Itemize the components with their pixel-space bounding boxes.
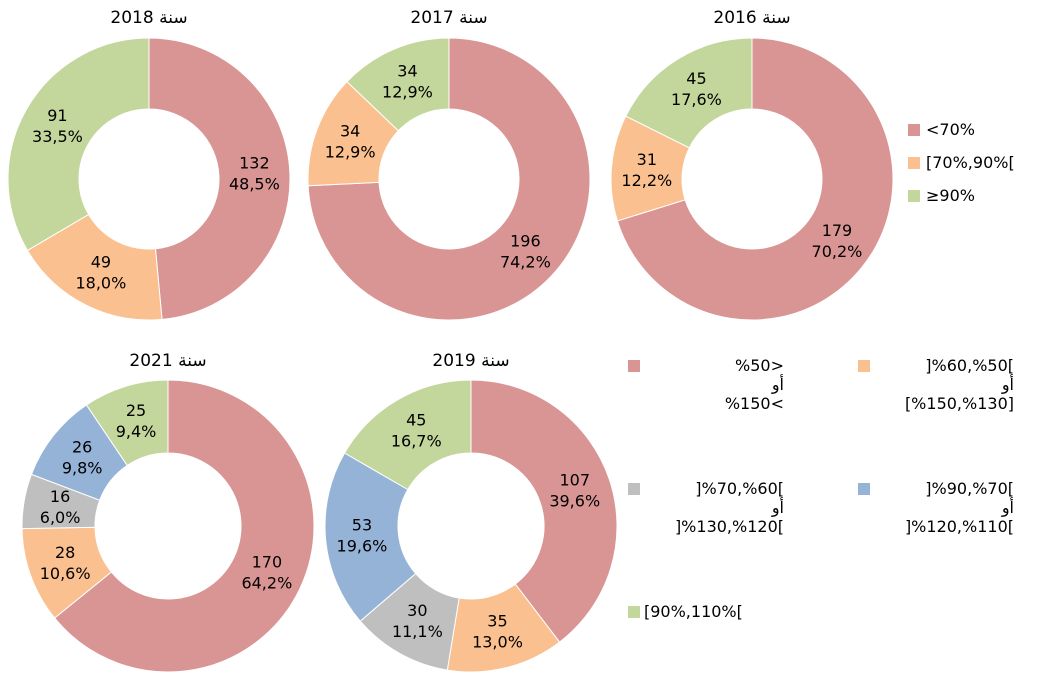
data-label-count: 91 [47,106,67,125]
legend-label: <70% [926,120,975,139]
data-label-count: 25 [126,401,146,420]
legend-swatch [628,360,640,372]
data-label-percent: 12,9% [382,83,433,102]
data-label-percent: 6,0% [40,508,81,527]
legend-label: ]%60,%50[ أو [%150,%130] [904,356,1014,413]
data-label-count: 16 [50,487,70,506]
legend-label: ]%70,%60[ أو ]%130,%120[ [674,479,784,536]
data-label-percent: 11,1% [392,622,443,641]
donut-slice [625,37,753,149]
data-label-count: 31 [637,150,657,169]
data-label-count: 196 [510,231,541,250]
data-label-percent: 9,8% [62,459,103,478]
data-label-count: 35 [487,612,507,631]
data-label-count: 26 [72,438,92,457]
data-label-percent: 33,5% [32,127,83,146]
donut-slice [343,379,472,491]
data-label-percent: 74,2% [500,252,551,271]
data-label-percent: 13,0% [472,633,523,652]
legend-label: ≥90% [926,186,975,205]
donut-slice [7,37,150,252]
donut-slice [470,379,618,643]
data-label-percent: 17,6% [671,90,722,109]
data-label-count: 30 [407,601,427,620]
data-label-percent: 48,5% [229,175,280,194]
data-label-percent: 16,7% [391,432,442,451]
data-label-count: 53 [352,516,372,535]
data-label-count: 49 [91,252,111,271]
donut-slice [85,379,169,467]
donut-slice [616,37,894,321]
legend-swatch [908,124,920,136]
chart-title: سنة 2016 [713,8,791,28]
legend-swatch [908,190,920,202]
data-label-count: 107 [559,470,590,489]
data-label-count: 45 [686,69,706,88]
donut-slice [26,213,163,321]
legend-label: ]%90,%70[ أو ]%120,%110[ [904,479,1014,536]
data-label-count: 170 [252,553,283,572]
donut-slice [53,379,315,673]
data-label-count: 34 [397,62,417,81]
chart-title: سنة 2021 [129,351,207,371]
data-label-percent: 18,0% [75,273,126,292]
donut-slice [148,37,291,320]
data-label-count: 45 [406,411,426,430]
data-label-percent: 19,6% [337,537,388,556]
donut-slice [307,37,591,321]
legend-swatch [628,606,640,618]
legend-swatch [858,483,870,495]
data-label-count: 34 [340,122,360,141]
data-label-percent: 70,2% [812,242,863,261]
donut-slice [346,37,450,132]
data-label-percent: 10,6% [40,564,91,583]
data-label-count: 28 [55,543,75,562]
chart-title: سنة 2019 [432,351,510,371]
data-label-count: 179 [822,221,853,240]
data-label-percent: 39,6% [549,491,600,510]
legend-label: [90%,110%[ [644,602,743,621]
data-label-percent: 64,2% [241,574,292,593]
data-label-percent: 12,9% [325,143,376,162]
legend-label: [70%,90%[ [926,153,1015,172]
data-label-percent: 9,4% [116,422,157,441]
legend-label: %50> أو %150< [724,356,784,413]
chart-title: سنة 2017 [410,8,488,28]
chart-title: سنة 2018 [110,8,188,28]
donut-slice [324,452,417,622]
legend-swatch [908,157,920,169]
data-label-count: 132 [239,154,270,173]
legend-swatch [858,360,870,372]
legend-swatch [628,483,640,495]
data-label-percent: 12,2% [621,171,672,190]
